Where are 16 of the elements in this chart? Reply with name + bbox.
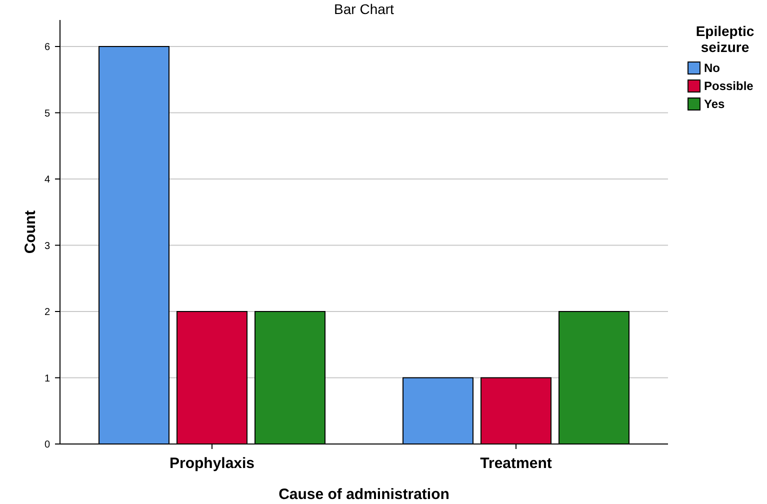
legend-label: No: [704, 61, 720, 75]
x-tick-label: Prophylaxis: [169, 455, 255, 472]
y-tick-label: 2: [44, 307, 50, 318]
x-axis-title: Cause of administration: [278, 486, 450, 503]
x-tick-label: Treatment: [480, 455, 552, 472]
y-tick-label: 5: [44, 108, 50, 120]
y-tick-label: 6: [44, 42, 50, 53]
y-tick-label: 1: [44, 373, 50, 384]
legend-label: Yes: [704, 97, 726, 111]
chart-title: Bar Chart: [334, 1, 394, 17]
y-axis-title: Count: [22, 210, 39, 254]
legend-label: Possible: [704, 79, 754, 93]
y-tick-label: 3: [44, 240, 50, 252]
y-tick-label: 0: [44, 440, 50, 450]
y-tick-label: 4: [44, 174, 50, 186]
legend-title: Epileptic seizure: [696, 23, 754, 55]
